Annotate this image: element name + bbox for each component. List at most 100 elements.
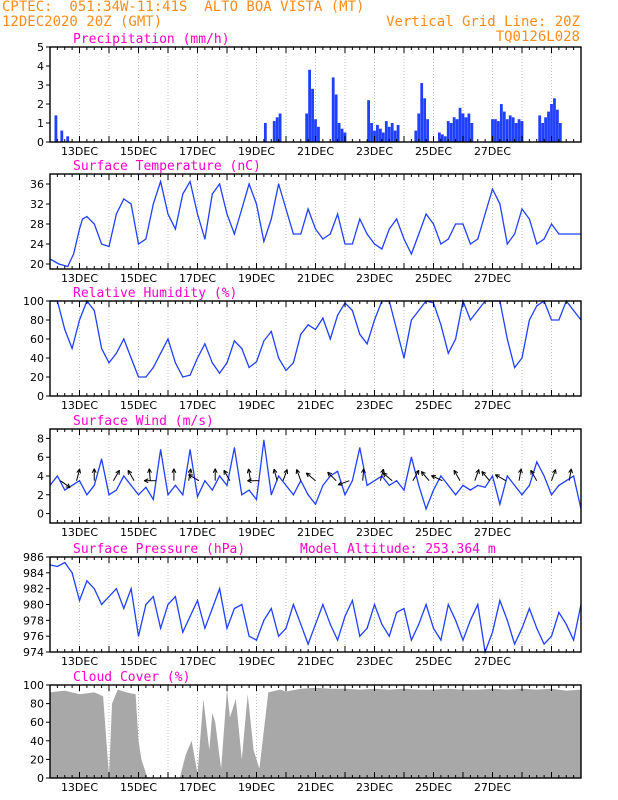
wind-panel-title: Surface Wind (m/s) [73, 414, 214, 429]
pres-data-point [440, 639, 442, 641]
pres-data-point [182, 631, 184, 633]
wind-data-point [145, 486, 147, 488]
pres-data-point [514, 643, 516, 645]
temp-series-line [49, 179, 581, 268]
wind-data-point [455, 494, 457, 496]
y-tick-label: 28 [30, 218, 44, 231]
precip-bar [517, 119, 521, 142]
rh-data-point [418, 309, 420, 312]
precip-bar [508, 115, 512, 142]
temp-data-point [248, 183, 250, 185]
x-tick-label: 13DEC [61, 781, 98, 794]
x-tick-label: 23DEC [356, 145, 393, 158]
wind-arrow-head [190, 468, 193, 474]
x-tick-label: 17DEC [179, 526, 216, 539]
temp-data-point [410, 253, 412, 255]
wind-data-point [418, 484, 420, 486]
x-tick-label: 21DEC [297, 399, 334, 412]
precip-bar [423, 98, 427, 142]
wind-arrow [60, 480, 71, 489]
wind-data-point [152, 498, 154, 501]
wind-data-point [314, 503, 317, 505]
precip-bar [417, 113, 421, 142]
rh-data-point [506, 338, 508, 340]
wind-arrow-head [214, 468, 218, 473]
wind-arrow-head [305, 472, 309, 478]
pres-data-point [285, 627, 287, 629]
precip-bar [446, 121, 450, 142]
rh-data-point [78, 319, 81, 321]
precip-bar [497, 121, 500, 142]
precip-bar [544, 117, 547, 142]
temp-data-point [322, 238, 324, 240]
wind-data-point [219, 475, 221, 477]
wind-data-point [565, 480, 567, 482]
pres-data-point [300, 623, 302, 625]
wind-data-point [226, 484, 228, 486]
pres-data-point [108, 595, 110, 598]
x-tick-label: 25DEC [415, 272, 452, 285]
rh-data-point [322, 317, 324, 319]
rh-panel-title: Relative Humidity (%) [73, 286, 237, 301]
precip-bar [317, 126, 320, 142]
wind-arrow-head [143, 478, 149, 482]
temp-data-point [337, 213, 339, 215]
wind-data-point [204, 480, 206, 482]
pres-data-point [543, 643, 545, 645]
temp-data-point [462, 223, 464, 225]
pres-data-point [447, 603, 449, 606]
pres-data-point [536, 627, 538, 629]
temp-data-point [204, 238, 206, 240]
x-tick-label: 27DEC [474, 145, 511, 158]
pres-data-point [255, 639, 258, 641]
rh-data-point [307, 324, 309, 326]
wind-data-point [292, 494, 294, 496]
wind-arrow-shaft [431, 475, 443, 482]
wind-arrow-head [382, 472, 388, 475]
wind-arrow-head [91, 468, 95, 473]
wind-data-point [285, 484, 287, 486]
pres-data-point [455, 619, 457, 621]
wind-arrow-head [363, 468, 366, 474]
x-tick-label: 25DEC [415, 526, 452, 539]
x-tick-label: 13DEC [61, 399, 98, 412]
y-tick-label: 100 [23, 679, 44, 692]
temp-data-point [536, 243, 538, 245]
precip-bar [272, 121, 276, 142]
pres-data-point [337, 639, 339, 641]
pres-data-point [410, 639, 412, 641]
wind-arrow-head [65, 486, 71, 489]
rh-data-point [255, 361, 258, 363]
wind-arrow [568, 468, 573, 481]
wind-arrow-shaft [379, 468, 384, 481]
x-tick-label: 21DEC [297, 272, 334, 285]
precip-bar [278, 113, 282, 142]
temp-data-point [292, 233, 294, 235]
pres-data-point [160, 627, 162, 629]
wind-data-point [189, 449, 191, 451]
rh-data-point [550, 319, 553, 321]
rh-data-point [528, 319, 530, 321]
temp-data-point [491, 188, 494, 190]
wind-data-point [337, 470, 339, 472]
temp-panel-title: Surface Temperature (nC) [73, 159, 261, 174]
wind-arrow [272, 468, 278, 481]
pres-data-point [204, 627, 206, 629]
temp-data-point [123, 198, 125, 200]
precip-bar [550, 104, 553, 142]
temp-data-point [432, 223, 435, 225]
wind-arrow-shaft [60, 480, 71, 488]
wind-data-point [263, 439, 265, 441]
x-tick-label: 19DEC [238, 655, 275, 668]
wind-arrow-head [380, 468, 384, 473]
rh-data-point [152, 366, 154, 369]
wind-arrow-head [552, 469, 556, 473]
rh-data-point [285, 369, 287, 371]
temp-data-point [86, 215, 88, 218]
temp-data-point [263, 240, 265, 243]
wind-arrow-shaft [481, 471, 490, 482]
wind-arrow-head [296, 469, 301, 473]
wind-data-point [351, 480, 353, 482]
wind-data-point [322, 484, 324, 486]
wind-data-point [499, 503, 501, 505]
